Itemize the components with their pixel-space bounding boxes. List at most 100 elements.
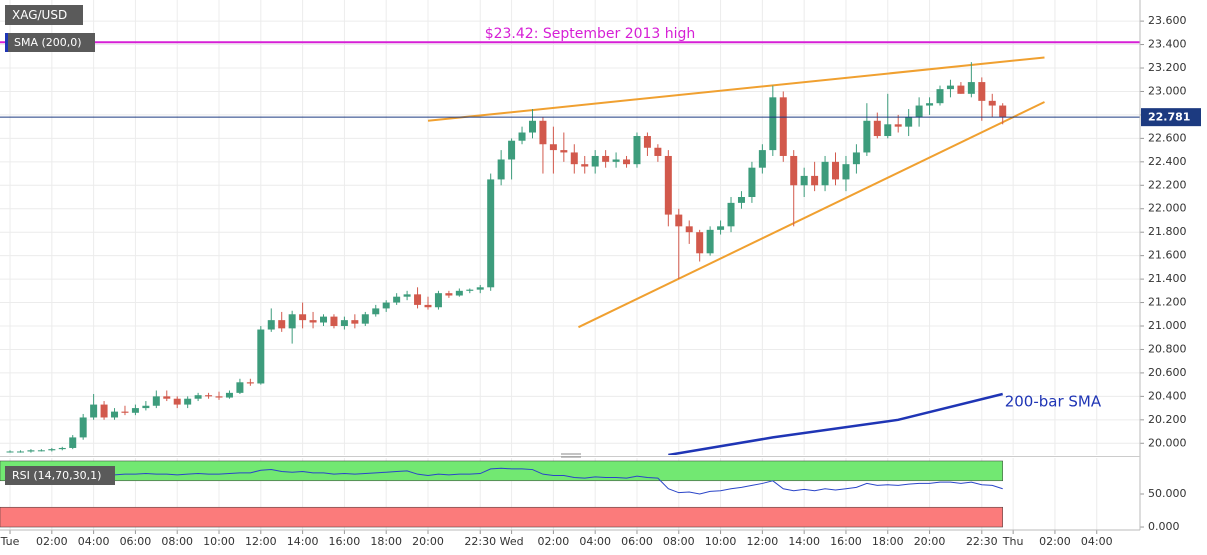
y-tick-label: 20.000	[1148, 436, 1187, 449]
candle-body	[184, 398, 192, 405]
candle-body	[696, 232, 704, 254]
y-tick-label: 20.400	[1148, 389, 1187, 402]
candle-body	[717, 226, 725, 230]
rsi-title: RSI (14,70,30,1)	[12, 469, 101, 482]
candle-body	[800, 175, 808, 186]
candle-body	[497, 159, 505, 180]
x-tick-label: 14:00	[788, 535, 820, 548]
candle-body	[633, 136, 641, 165]
candle-body	[978, 82, 986, 101]
candle-body	[173, 398, 181, 405]
x-tick-label: 22:30	[464, 535, 496, 548]
candle-body	[382, 302, 390, 309]
candle-body	[873, 120, 881, 137]
sma-line	[668, 392, 1003, 455]
candle-body	[852, 152, 860, 165]
candle-body	[393, 296, 401, 303]
legend-box	[5, 33, 95, 52]
candle-body	[163, 396, 171, 399]
x-tick-label: 06:00	[120, 535, 152, 548]
candle-body	[549, 144, 557, 151]
rsi-title-box	[5, 466, 115, 485]
grid-layer	[0, 0, 1140, 530]
candle-body	[664, 155, 672, 215]
x-tick-label: 04:00	[1081, 535, 1113, 548]
y-tick-label: 23.400	[1148, 38, 1187, 51]
candle-body	[518, 132, 526, 141]
x-tick-label: 12:00	[747, 535, 779, 548]
candle-body	[675, 214, 683, 227]
candle-body	[560, 150, 568, 153]
candle-body	[90, 404, 98, 418]
candle-body	[142, 405, 150, 409]
y-tick-label: 23.000	[1148, 84, 1187, 97]
candle-body	[340, 320, 348, 327]
candle-body	[915, 105, 923, 118]
candle-body	[246, 382, 254, 384]
y-tick-label: 22.000	[1148, 202, 1187, 215]
candle-body	[685, 226, 693, 233]
candle-body	[790, 155, 798, 186]
candle-body	[894, 124, 902, 127]
candle-body	[612, 159, 620, 162]
axis-layer: 20.000 20.200 20.400 20.600 20.800 21.000 21.2…	[0, 14, 1201, 548]
candle-body	[508, 140, 516, 160]
candle-body	[414, 294, 422, 305]
candle-body	[811, 175, 819, 186]
candle-body	[205, 395, 213, 397]
candle-body	[769, 97, 777, 151]
x-tick-label: 14:00	[287, 535, 319, 548]
candle-body	[79, 417, 87, 438]
price-panel: $23.42: September 2013 high	[0, 26, 1140, 455]
y-tick-label: 20.600	[1148, 366, 1187, 379]
candle-body	[946, 85, 954, 90]
x-tick-label: 20:00	[914, 535, 946, 548]
candle-body	[832, 161, 840, 180]
candle-body	[37, 450, 45, 452]
candle-body	[748, 167, 756, 198]
y-tick-label: 21.200	[1148, 296, 1187, 309]
candle-body	[623, 159, 631, 165]
candle-body	[926, 103, 934, 106]
candle-body	[403, 294, 411, 297]
y-tick-label: 23.600	[1148, 14, 1187, 27]
candle-body	[299, 314, 307, 321]
candle-body	[121, 411, 129, 413]
candle-body	[215, 396, 223, 398]
y-tick-label: 20.800	[1148, 342, 1187, 355]
y-tick-label: 50.000	[1148, 487, 1187, 500]
rsi-panel	[0, 460, 1003, 528]
sma-annotation: 200-bar SMA	[1005, 393, 1102, 411]
candle-body	[16, 451, 24, 453]
candle-body	[957, 85, 965, 94]
last-price-label: 22.781	[1148, 111, 1190, 124]
y-tick-label: 23.200	[1148, 61, 1187, 74]
x-tick-label: 02:00	[538, 535, 570, 548]
candle-body	[758, 150, 766, 168]
candle-body	[654, 147, 662, 156]
panel-handle[interactable]	[561, 453, 581, 458]
candle-body	[643, 136, 651, 148]
candle-body	[69, 437, 77, 448]
candle-body	[267, 320, 275, 330]
candle-body	[999, 105, 1007, 118]
y-tick-label: 21.600	[1148, 249, 1187, 262]
candle-body	[434, 293, 442, 308]
y-tick-label: 21.000	[1148, 319, 1187, 332]
x-tick-label: 16:00	[329, 535, 361, 548]
y-tick-label: 21.400	[1148, 272, 1187, 285]
x-tick-label: 10:00	[705, 535, 737, 548]
candle-body	[424, 304, 432, 308]
candle-body	[706, 229, 714, 254]
candle-body	[372, 308, 380, 315]
candle-body	[225, 392, 233, 398]
rsi-band	[0, 506, 1003, 528]
x-tick-label: 18:00	[872, 535, 904, 548]
candle-body	[528, 120, 536, 133]
x-tick-label: 04:00	[78, 535, 110, 548]
candle-body	[936, 89, 944, 104]
candle-body	[58, 447, 66, 450]
candle-body	[288, 314, 296, 329]
candle-body	[236, 382, 244, 393]
